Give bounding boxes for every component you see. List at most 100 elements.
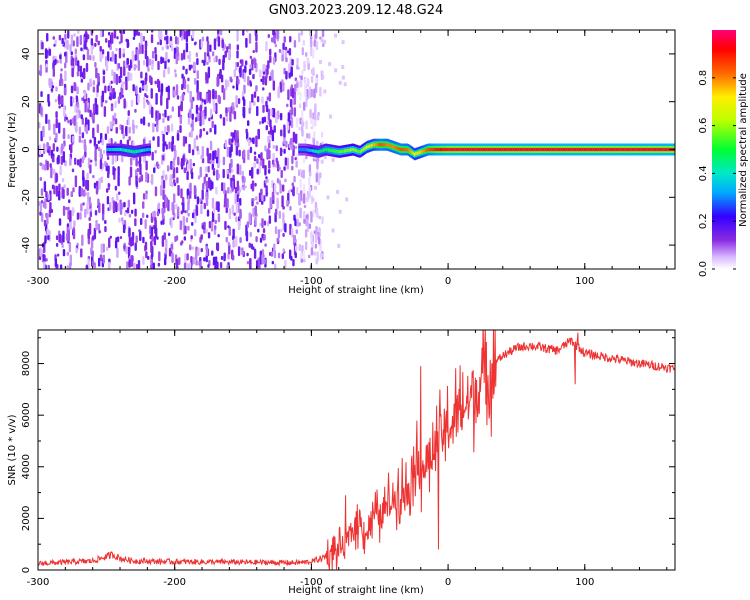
heatmap-cell xyxy=(305,96,308,108)
heatmap-cell xyxy=(44,235,47,244)
heatmap-cell xyxy=(440,147,443,152)
heatmap-cell xyxy=(286,157,289,170)
heatmap-cell xyxy=(277,252,281,259)
heatmap-cell xyxy=(257,128,261,140)
heatmap-cell xyxy=(67,119,70,124)
heatmap-cell xyxy=(450,147,453,152)
heatmap-cell xyxy=(377,143,379,147)
heatmap-cell xyxy=(404,147,406,152)
heatmap-cell xyxy=(311,241,314,249)
heatmap-cell xyxy=(412,151,415,156)
heatmap-cell xyxy=(166,45,169,50)
heatmap-cell xyxy=(320,253,324,258)
heatmap-cell xyxy=(145,160,148,171)
heatmap-cell xyxy=(294,146,298,150)
heatmap-cell xyxy=(341,40,345,45)
heatmap-cell xyxy=(183,79,187,90)
heatmap-cell xyxy=(309,35,313,40)
heatmap-cell xyxy=(315,30,318,39)
heatmap-cell xyxy=(152,122,155,133)
heatmap-cell xyxy=(126,148,128,153)
heatmap-cell xyxy=(246,261,250,265)
heatmap-cell xyxy=(40,106,43,116)
heatmap-cell xyxy=(566,147,569,152)
heatmap-cell xyxy=(298,126,301,131)
heatmap-cell xyxy=(167,66,170,75)
heatmap-cell xyxy=(73,82,76,92)
heatmap-cell xyxy=(49,163,52,168)
heatmap-cell xyxy=(122,52,125,58)
heatmap-cell xyxy=(299,207,302,219)
heatmap-cell xyxy=(216,76,219,87)
heatmap-cell xyxy=(199,198,202,203)
colorbar-tick-label: 0.2 xyxy=(698,213,709,229)
heatmap-cell xyxy=(190,99,194,110)
heatmap-cell xyxy=(490,147,492,152)
heatmap-cell xyxy=(379,143,382,147)
heatmap-cell xyxy=(105,246,109,251)
heatmap-cell xyxy=(299,147,302,152)
heatmap-cell xyxy=(60,143,64,154)
heatmap-cell xyxy=(388,143,390,147)
heatmap-cell xyxy=(137,149,139,153)
heatmap-cell xyxy=(236,194,239,203)
heatmap-cell xyxy=(201,224,205,230)
heatmap-cell xyxy=(174,235,177,243)
heatmap-cell xyxy=(130,149,133,154)
heatmap-cell xyxy=(58,34,62,41)
heatmap-cell xyxy=(468,147,470,152)
heatmap-cell xyxy=(511,147,513,152)
heatmap-cell xyxy=(234,186,238,194)
heatmap-cell xyxy=(289,35,292,43)
heatmap-cell xyxy=(592,147,594,152)
heatmap-cell xyxy=(164,30,168,36)
heatmap-cell xyxy=(313,185,317,190)
heatmap-cell xyxy=(201,189,204,200)
heatmap-cell xyxy=(230,106,233,114)
heatmap-cell xyxy=(186,263,190,269)
heatmap-cell xyxy=(286,200,289,205)
heatmap-cell xyxy=(285,140,288,148)
heatmap-cell xyxy=(314,149,316,153)
heatmap-cell xyxy=(192,162,196,167)
heatmap-cell xyxy=(58,183,61,191)
heatmap-cell xyxy=(187,118,191,125)
heatmap-cell xyxy=(157,60,160,71)
heatmap-cell xyxy=(283,166,286,171)
heatmap-cell xyxy=(73,220,76,228)
heatmap-cell xyxy=(604,147,607,152)
heatmap-cell xyxy=(55,172,58,183)
heatmap-cell xyxy=(153,167,156,174)
heatmap-cell xyxy=(150,258,153,265)
heatmap-cell xyxy=(311,197,315,202)
heatmap-cell xyxy=(260,152,263,161)
heatmap-cell xyxy=(280,169,283,179)
heatmap-cell xyxy=(145,84,148,92)
heatmap-cell xyxy=(149,147,152,152)
heatmap-cell xyxy=(101,203,105,216)
heatmap-cell xyxy=(236,62,239,68)
heatmap-cell xyxy=(589,147,592,152)
heatmap-cell xyxy=(209,140,213,151)
heatmap-cell xyxy=(116,36,119,40)
heatmap-cell xyxy=(125,246,128,255)
x-tick-label: 100 xyxy=(575,577,594,588)
heatmap-cell xyxy=(73,115,76,126)
heatmap-cell xyxy=(469,147,471,152)
heatmap-cell xyxy=(245,230,249,242)
heatmap-cell xyxy=(390,144,393,148)
heatmap-cell xyxy=(142,256,145,265)
heatmap-cell xyxy=(172,193,176,204)
heatmap-cell xyxy=(322,42,325,48)
heatmap-cell xyxy=(52,143,55,152)
heatmap-cell xyxy=(276,197,279,209)
heatmap-cell xyxy=(201,110,204,118)
heatmap-cell xyxy=(337,150,340,154)
heatmap-cell xyxy=(138,177,141,183)
heatmap-cell xyxy=(78,109,81,118)
heatmap-cell xyxy=(66,39,69,50)
heatmap-cell xyxy=(81,117,85,125)
heatmap-cell xyxy=(179,30,182,38)
heatmap-cell xyxy=(63,62,67,69)
heatmap-cell xyxy=(145,251,148,259)
